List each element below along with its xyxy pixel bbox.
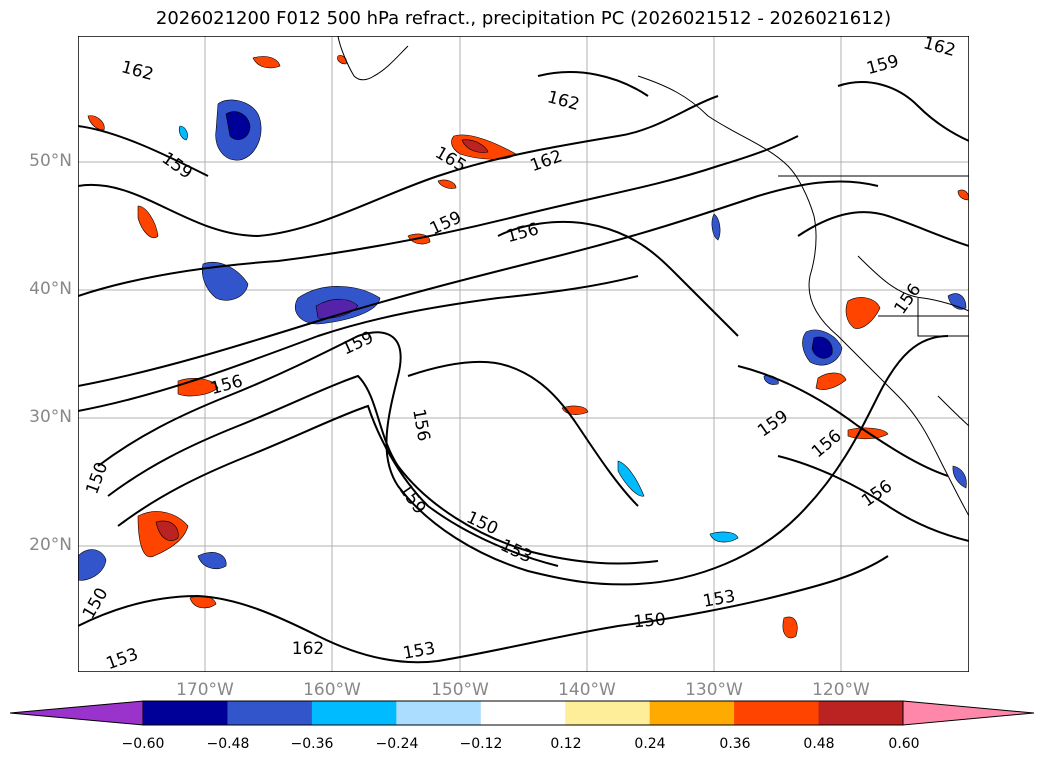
colorbar-segment [396,701,482,725]
precip-patch [87,115,105,131]
lat-label: 50°N [29,151,72,171]
lat-label: 30°N [29,407,72,427]
colorbar-extend-high [903,701,1034,725]
lat-label: 40°N [29,279,72,299]
colorbar-tick-label: 0.24 [634,736,666,752]
contour-label: 162 [292,639,324,659]
coastlines [337,36,969,517]
lon-label: 140°W [558,680,616,700]
colorbar-segment [311,701,397,725]
colorbar-tick-label: 0.60 [888,736,920,752]
contour-line [737,365,949,477]
colorbar-tick-label: 0.12 [550,736,582,752]
precip-patch [78,549,107,581]
contour-line [78,275,639,412]
colorbar-tick-label: −0.12 [459,736,503,752]
colorbar-segment [480,701,566,725]
colorbar-tick-label: 0.36 [719,736,751,752]
precip-patch [815,372,847,390]
lon-label: 160°W [303,680,361,700]
contour-line [78,135,799,297]
contour-line [97,331,949,586]
precip-patch [947,293,967,310]
contour-line [78,95,719,238]
contour-label: 150 [633,610,667,633]
precip-patch [709,531,739,543]
precip-patch [337,55,347,65]
colorbar-tick-label: −0.60 [121,736,165,752]
precip-patch [137,205,159,238]
colorbar-segment [143,701,228,725]
precip-patch [845,297,881,329]
lon-label: 130°W [685,680,743,700]
colorbar-tick-label: 0.48 [803,736,835,752]
colorbar-tick-label: −0.24 [375,736,419,752]
colorbar-extend-low [10,701,143,725]
contour-line [777,455,969,542]
colorbar-tick-label: −0.36 [290,736,334,752]
contour-line [407,360,639,507]
contour-line [497,220,739,337]
precip-patch [252,56,281,69]
precip-patch [197,552,227,569]
contour-line [78,180,879,387]
lon-label: 150°W [431,680,489,700]
contour-line [117,404,559,567]
contour-line [107,374,659,565]
precip-patch [782,616,798,639]
colorbar-segment [565,701,651,725]
colorbar-segment [649,701,735,725]
precip-patch [178,125,188,141]
precip-patch [811,336,833,359]
precip-patch [957,189,969,201]
lon-label: 120°W [812,680,870,700]
precip-patch [461,139,489,153]
precip-patch [155,520,179,541]
contour-lines [78,71,969,664]
colorbar-tick-label: −0.48 [206,736,250,752]
colorbar [10,700,1035,726]
precip-patch [711,213,721,241]
map-title: 2026021200 F012 500 hPa refract., precip… [155,8,892,29]
contour-line [537,71,649,97]
colorbar-segment [818,701,904,725]
contour-line [78,555,889,664]
map-panel: 162 159 165 162 156 159 162 159 156 159 … [78,36,969,672]
colorbar-segment [227,701,313,725]
precip-patch [437,179,457,189]
precip-patch [617,460,645,497]
precip-patch [952,465,967,489]
lat-label: 20°N [29,535,72,555]
precip-negative-patches [78,99,967,581]
contour-line [837,81,969,142]
contour-line [78,125,209,177]
colorbar-segment [734,701,820,725]
precip-patch [225,111,251,140]
contour-line [797,211,969,247]
lon-label: 170°W [176,680,234,700]
